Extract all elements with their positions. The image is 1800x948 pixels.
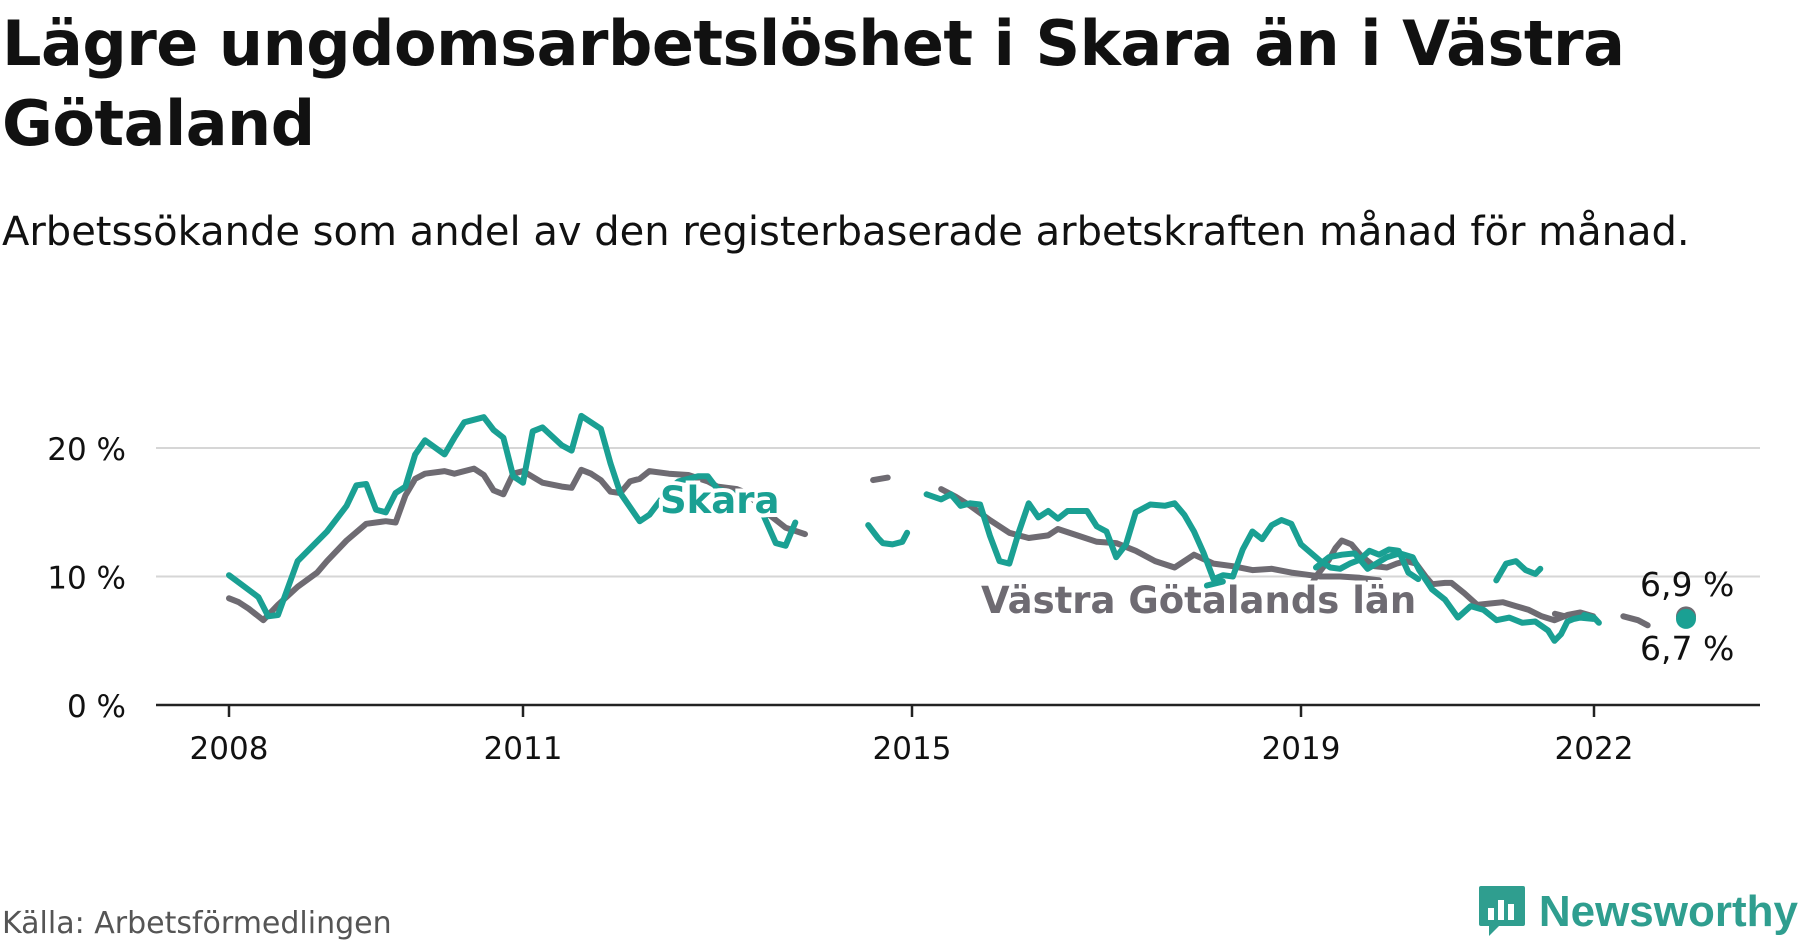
brand-name: Newsworthy <box>1538 887 1798 936</box>
vastra-gotaland-line-segment <box>870 474 891 484</box>
y-tick-label: 10 % <box>47 561 126 597</box>
x-tick-label: 2022 <box>1555 731 1634 767</box>
skara-line-segment <box>226 412 799 620</box>
brand-logo: Newsworthy <box>1477 884 1798 940</box>
skara-line-segment <box>1493 558 1544 584</box>
vastra-gotaland-series-label: Västra Götalands län <box>981 579 1416 622</box>
skara-line-segment <box>1313 550 1597 644</box>
x-tick-label: 2015 <box>873 731 952 767</box>
x-tick-label: 2011 <box>484 731 563 767</box>
x-tick-label: 2019 <box>1262 731 1341 767</box>
skara-end-dot <box>1676 608 1696 629</box>
skara-line-segment <box>923 491 1422 583</box>
newsworthy-logo-icon <box>1478 886 1525 936</box>
chart-subtitle: Arbetssökande som andel av den registerb… <box>2 209 1690 255</box>
skara-end-label: 6,7 % <box>1640 629 1734 668</box>
skara-series-label: Skara <box>660 479 779 522</box>
chart-title: Lägre ungdomsarbetslöshet i Skara än i V… <box>2 7 1625 160</box>
skara-line-segment <box>1203 578 1226 589</box>
vastra-gotaland-end-label: 6,9 % <box>1640 565 1734 604</box>
skara-line-segment <box>865 522 911 548</box>
source-note: Källa: Arbetsförmedlingen <box>2 906 392 941</box>
x-tick-label: 2008 <box>190 731 269 767</box>
vastra-gotaland-line-segment <box>1620 613 1651 629</box>
vastra-gotaland-line-segment <box>938 486 1383 584</box>
y-tick-label: 20 % <box>47 432 126 468</box>
y-tick-label: 0 % <box>67 689 126 725</box>
